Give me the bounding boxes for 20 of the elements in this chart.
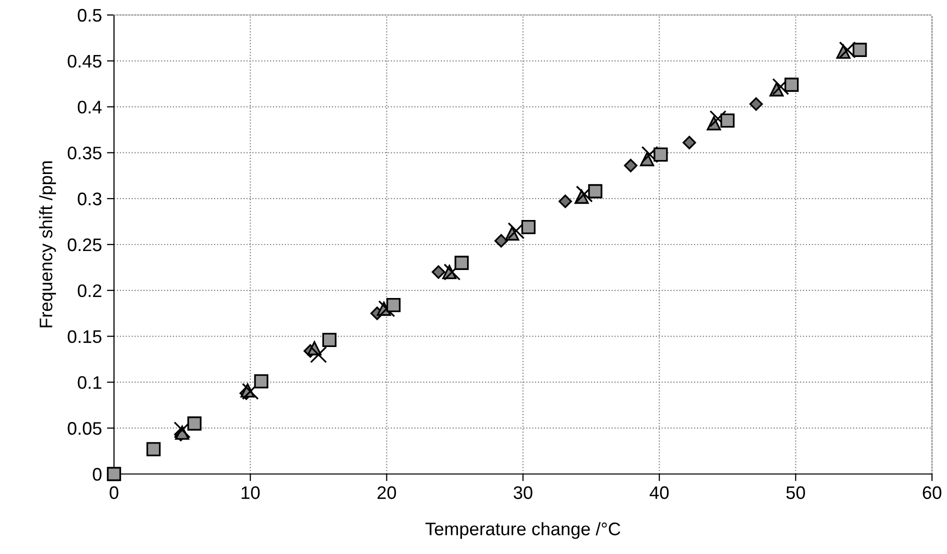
y-tick-label: 0.45 — [68, 54, 102, 68]
y-tick-label: 0.15 — [68, 330, 102, 344]
y-tick-label: 0.2 — [78, 284, 102, 298]
y-tick-label: 0.05 — [68, 422, 102, 435]
y-tick-label: 0.1 — [78, 376, 102, 389]
x-tick-label: 10 — [242, 486, 260, 500]
y-tick-label: 0.5 — [78, 8, 102, 22]
y-tick-label: 0.3 — [78, 192, 102, 206]
x-tick-label: 20 — [378, 486, 396, 500]
x-axis-title: Temperature change /°C — [425, 522, 620, 539]
y-tick-label: 0.25 — [68, 238, 102, 252]
x-tick-label: 0 — [110, 486, 118, 500]
x-tick-label: 60 — [922, 486, 942, 500]
y-axis-title: Frequency shift /ppm — [39, 161, 56, 328]
y-tick-label: 0.35 — [68, 146, 102, 160]
x-tick-label: 40 — [650, 486, 669, 500]
x-tick-label: 50 — [786, 486, 806, 500]
x-tick-label: 30 — [514, 486, 532, 500]
y-tick-label: 0 — [92, 468, 102, 481]
y-tick-label: 0.4 — [78, 100, 102, 114]
